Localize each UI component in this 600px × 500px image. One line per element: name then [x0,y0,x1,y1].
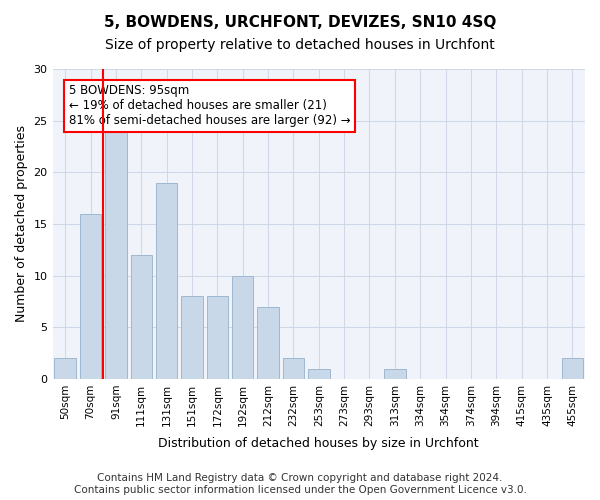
Bar [562,358,583,379]
Bar [105,131,127,379]
Text: Contains HM Land Registry data © Crown copyright and database right 2024.
Contai: Contains HM Land Registry data © Crown c… [74,474,526,495]
Bar [131,255,152,379]
Bar [257,306,279,379]
Text: 5, BOWDENS, URCHFONT, DEVIZES, SN10 4SQ: 5, BOWDENS, URCHFONT, DEVIZES, SN10 4SQ [104,15,496,30]
Y-axis label: Number of detached properties: Number of detached properties [15,126,28,322]
Bar [384,368,406,379]
Bar [55,358,76,379]
X-axis label: Distribution of detached houses by size in Urchfont: Distribution of detached houses by size … [158,437,479,450]
Text: Size of property relative to detached houses in Urchfont: Size of property relative to detached ho… [105,38,495,52]
Text: 5 BOWDENS: 95sqm
← 19% of detached houses are smaller (21)
81% of semi-detached : 5 BOWDENS: 95sqm ← 19% of detached house… [68,84,350,128]
Bar [232,276,253,379]
Bar [206,296,228,379]
Bar [80,214,101,379]
Bar [156,182,178,379]
Bar [308,368,329,379]
Bar [181,296,203,379]
Bar [283,358,304,379]
